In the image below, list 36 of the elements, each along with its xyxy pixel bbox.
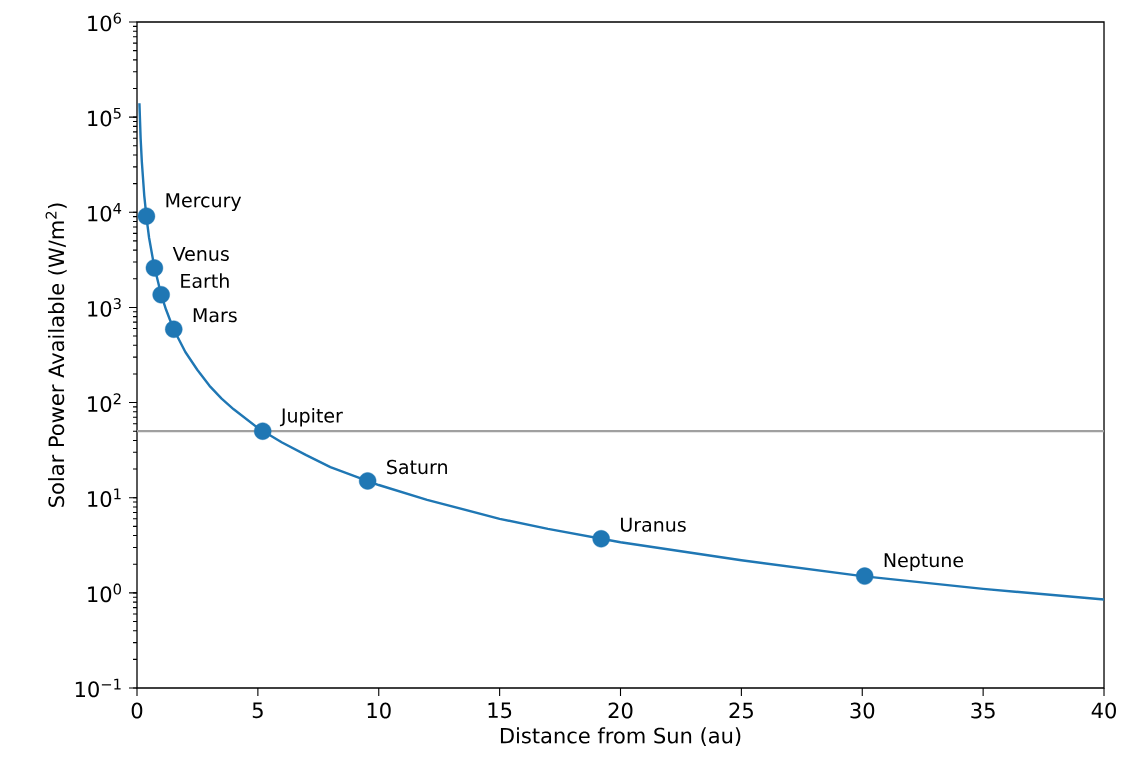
point [145,259,164,277]
y-tick-label: 10$^{5}$ [88,107,121,127]
x-tick-label: 35 [971,702,995,719]
point [592,530,610,548]
y-tick-label: 10$^{1}$ [88,488,121,507]
x-tick-label: 30 [850,702,875,719]
x-tick-label: 0 [131,702,143,719]
annotation: Venus [172,246,229,261]
annotation: Earth [181,273,229,289]
y-tick-label: 10$^{6}$ [88,12,122,32]
y-tick-label: 10$^{0}$ [88,583,121,603]
point [254,422,272,440]
y-tick-label: 10$^{3}$ [88,298,121,317]
annotation: Mercury [166,193,242,212]
x-tick-label: 10 [367,702,391,719]
point [152,286,170,304]
y-tick-label: 10$^{4}$ [88,203,122,222]
y-tick-label: 10$^{2}$ [88,393,121,412]
y-axis-title: Solar Power Available (W/m$^{2}$) [45,203,67,507]
annotation: Jupiter [279,408,343,427]
x-tick-label: 15 [488,702,512,719]
x-axis-title: Distance from Sun (au) [500,727,741,746]
x-tick-label: 40 [1091,702,1116,719]
x-tick-label: 5 [252,702,263,719]
point [137,207,156,225]
annotation: Neptune [884,553,964,572]
x-tick-label: 20 [608,702,633,719]
x-tick-label: 25 [729,702,753,719]
annotation: Uranus [621,517,686,532]
point [855,567,874,585]
point [165,320,183,338]
annotation: Mars [193,308,237,323]
annotation: Saturn [387,459,447,475]
y-tick-label: 10$^{−1}$ [75,678,121,698]
line-series [138,102,1105,601]
point [358,472,377,490]
